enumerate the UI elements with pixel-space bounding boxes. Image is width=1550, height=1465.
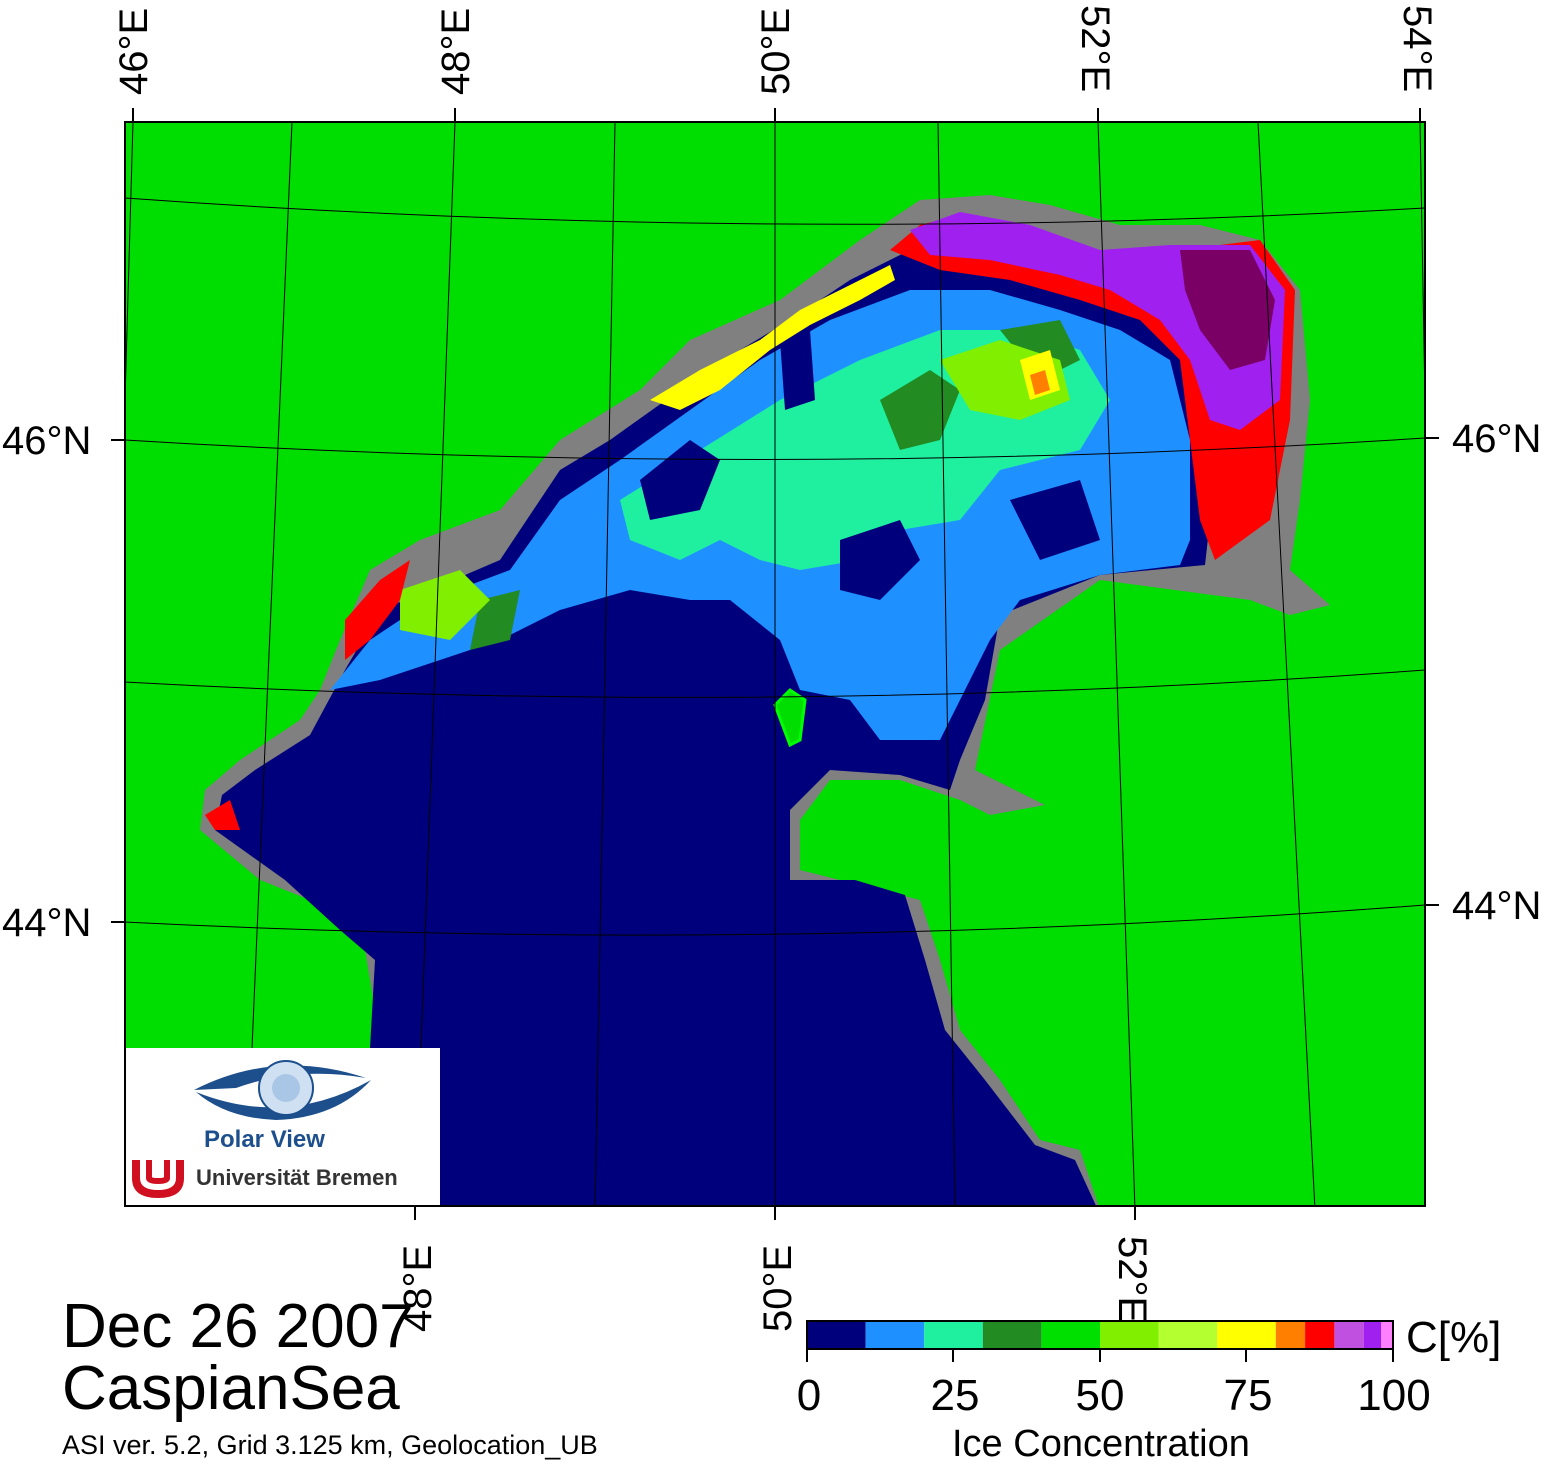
top-lon-label-50: 50°E	[754, 8, 798, 95]
polar-view-logo: Polar View Universität Bremen	[126, 1048, 440, 1205]
eye-icon	[194, 1060, 371, 1120]
right-lat-label-46: 46°N	[1452, 417, 1541, 461]
colorbar-swatch	[1334, 1321, 1364, 1349]
university-seal-icon	[132, 1160, 184, 1198]
axis-ticks	[111, 108, 1439, 1220]
colorbar-tick-label: 0	[796, 1371, 822, 1420]
colorbar-swatch	[807, 1321, 866, 1349]
colorbar-tick-label: 100	[1357, 1371, 1431, 1420]
colorbar-swatch	[865, 1321, 925, 1349]
bottom-lon-label-50: 50°E	[756, 1245, 800, 1332]
colorbar-ticks	[806, 1349, 1394, 1362]
colorbar-unit: C[%]	[1406, 1313, 1502, 1362]
bottom-lon-label-48: 48°E	[396, 1245, 440, 1332]
ice-north-shore-fringe	[650, 265, 895, 410]
colorbar-tick-label: 75	[1223, 1371, 1273, 1420]
colorbar-tick-label: 50	[1075, 1371, 1125, 1420]
date-title: Dec 26 2007	[62, 1292, 414, 1361]
right-lat-label-44: 44°N	[1452, 884, 1541, 928]
logo-university-text: Universität Bremen	[196, 1165, 398, 1190]
colorbar-swatch	[1100, 1321, 1159, 1349]
island	[773, 688, 807, 748]
colorbar	[807, 1321, 1393, 1349]
ice-orange-patch	[1030, 370, 1050, 395]
graticule	[125, 122, 1425, 1206]
region-title: CaspianSea	[62, 1354, 400, 1423]
colorbar-swatch	[982, 1321, 1042, 1349]
colorbar-swatch	[1158, 1321, 1218, 1349]
colorbar-title: Ice Concentration	[952, 1423, 1250, 1465]
open-water-holes	[640, 330, 1100, 600]
colorbar-swatch	[1217, 1321, 1276, 1349]
top-lon-label-54: 54°E	[1395, 5, 1439, 92]
logo-polar-view-text: Polar View	[204, 1126, 325, 1153]
colorbar-swatch	[1305, 1321, 1335, 1349]
ice-high-concentration-green	[400, 340, 1070, 640]
product-metadata: ASI ver. 5.2, Grid 3.125 km, Geolocation…	[62, 1430, 598, 1460]
colorbar-swatch	[1381, 1321, 1393, 1349]
ice-dense-core	[1180, 250, 1275, 370]
ice-northwest-fringe	[205, 560, 410, 830]
ice-mid-concentration	[470, 320, 1080, 650]
left-lat-label-46: 46°N	[2, 419, 91, 463]
colorbar-swatch	[1275, 1321, 1306, 1349]
colorbar-swatch	[1041, 1321, 1100, 1349]
bottom-lon-label-52: 52°E	[1110, 1236, 1154, 1323]
colorbar-swatch	[924, 1321, 983, 1349]
top-lon-label-48: 48°E	[434, 8, 478, 95]
top-lon-label-46: 46°E	[112, 8, 156, 95]
colorbar-tick-label: 25	[930, 1371, 980, 1420]
colorbar-swatch	[1363, 1321, 1382, 1349]
left-lat-label-44: 44°N	[2, 901, 91, 945]
top-lon-label-52: 52°E	[1073, 5, 1117, 92]
